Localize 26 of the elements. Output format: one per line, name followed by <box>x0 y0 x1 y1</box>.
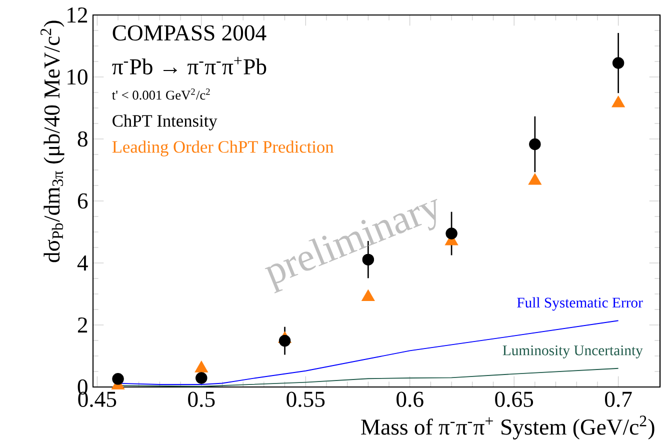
point <box>528 173 542 185</box>
point <box>194 360 208 372</box>
point <box>529 138 541 150</box>
x-tick-label: 0.5 <box>188 392 215 408</box>
point <box>612 57 624 69</box>
text: π$^{-}$Pb → π$^{-}$π$^{-}$π$^{+}$Pb <box>112 56 266 74</box>
annotation: COMPASS 2004 <box>112 25 266 41</box>
point <box>612 96 625 108</box>
x-tick-label: 0.6 <box>396 392 424 408</box>
text: ChPT Intensity <box>112 114 218 130</box>
y-tick-label: 10 <box>68 69 88 85</box>
x-tick-label: 0.55 <box>286 392 325 408</box>
y-tick-label: 4 <box>77 256 88 270</box>
y-tick-label: 12 <box>68 7 88 22</box>
point <box>446 228 458 240</box>
y-axis-title: dσ$_{Pb}$/dm$_{3π}$ (μb/40 MeV/c$^{2}$) <box>40 20 64 262</box>
text: Leading Order ChPT Prediction <box>112 140 334 156</box>
annotation: t' < 0.001 GeV$^{2}$/c$^{2}$ <box>112 88 210 100</box>
x-tick-label: 0.7 <box>605 392 632 408</box>
series-label: Full Systematic Error <box>517 297 643 311</box>
y-tick-label: 2 <box>78 317 88 332</box>
series-label: Luminosity Uncertainty <box>502 345 643 358</box>
y-tick-label: 6 <box>78 193 88 209</box>
x-tick-label: 0.65 <box>495 392 534 408</box>
y-tick-label: 8 <box>78 131 88 147</box>
text: Mass of π$^{-}$π$^{-}$π$^{+}$ System (GeV/c$^{2}$) <box>361 416 654 440</box>
